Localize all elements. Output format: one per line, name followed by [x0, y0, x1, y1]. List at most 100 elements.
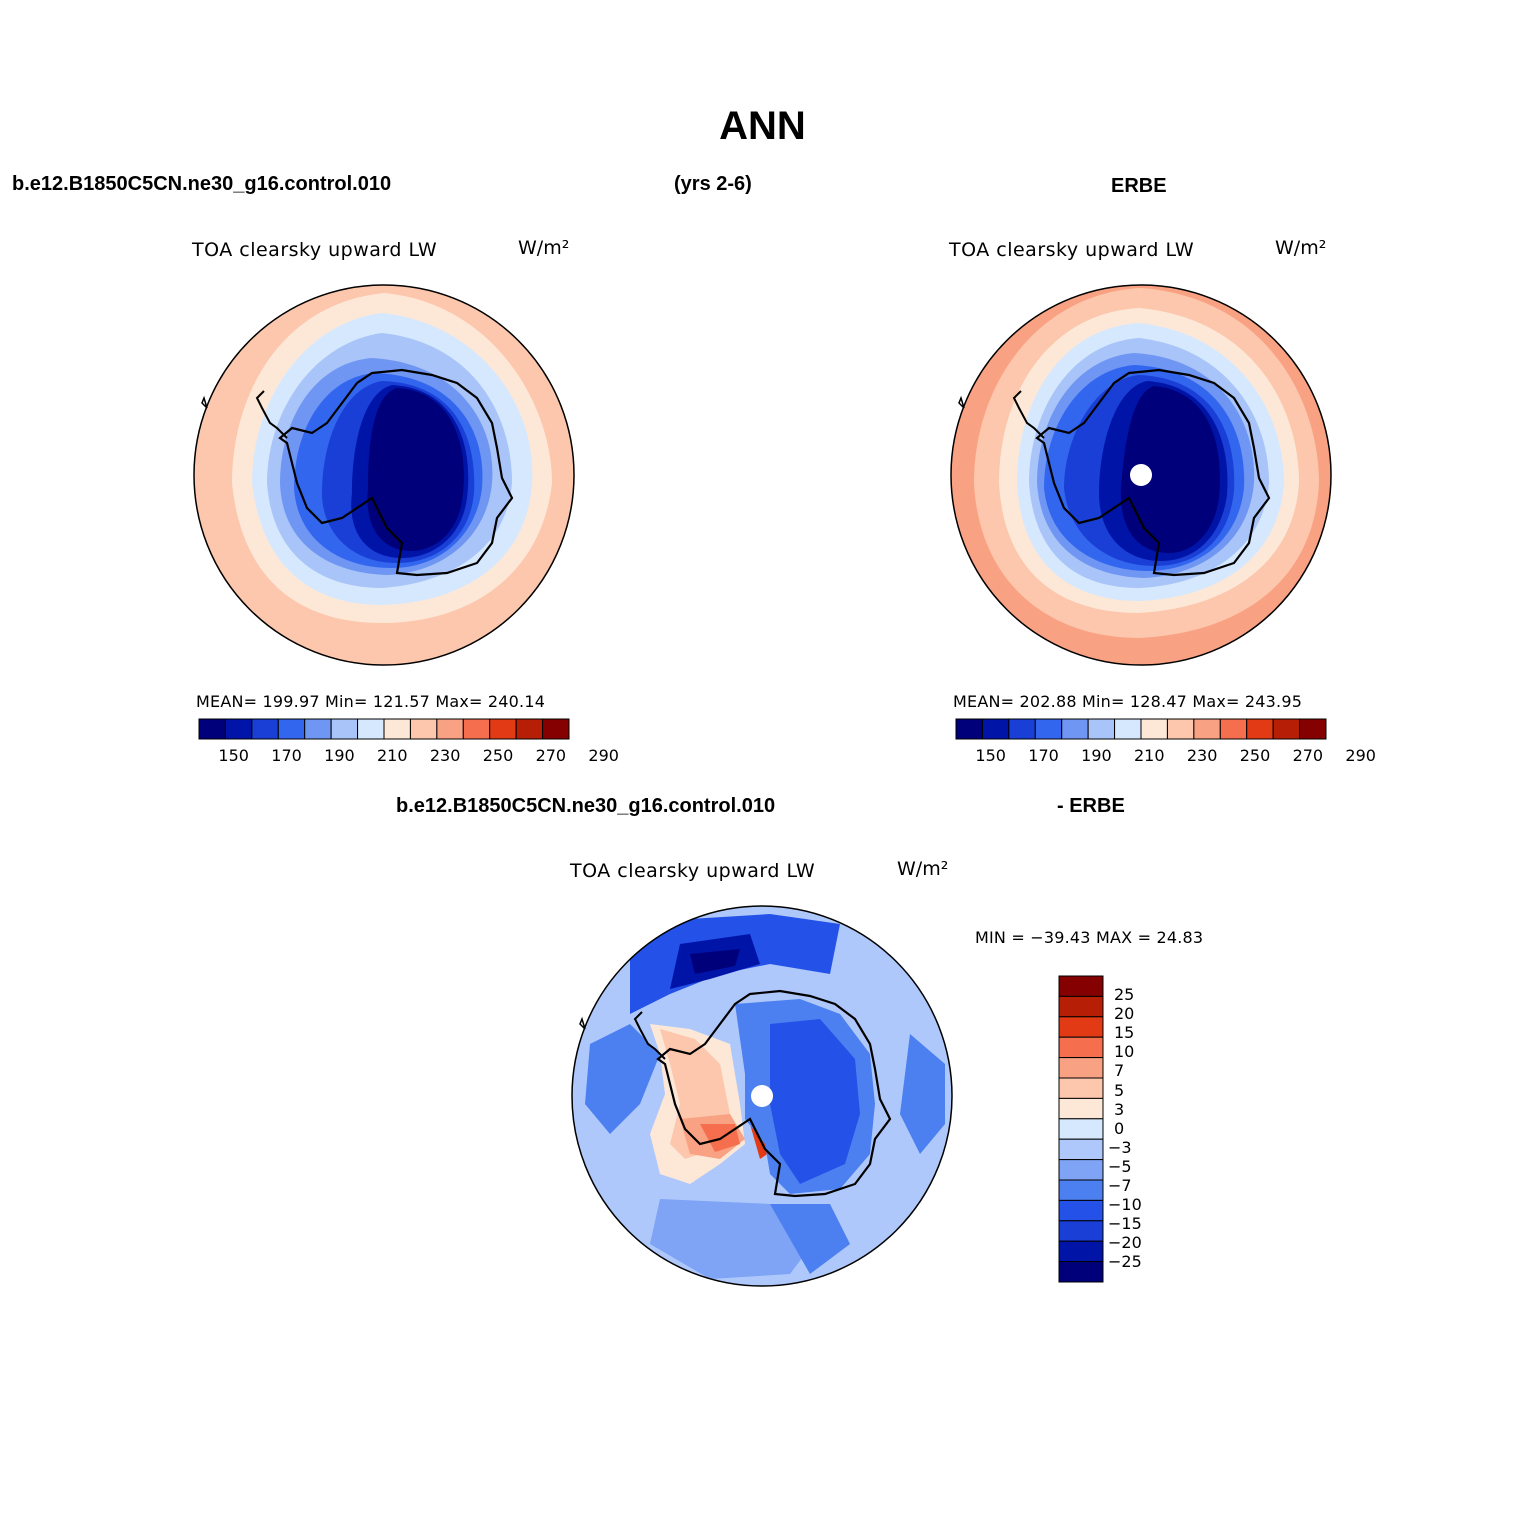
- pole-missing-data: [751, 1085, 773, 1107]
- model-units: W/m²: [518, 237, 570, 259]
- colorbar-swatch: [1058, 1118, 1104, 1140]
- diff-cold-interior-mid: [770, 1019, 860, 1184]
- diff-case-name-label: b.e12.B1850C5CN.ne30_g16.control.010: [396, 795, 776, 817]
- model-plot-title: TOA clearsky upward LW: [192, 239, 438, 261]
- colorbar-swatch: [1058, 975, 1104, 997]
- obs-polar-map: [950, 284, 1332, 666]
- colorbar-swatch: [1058, 1159, 1104, 1181]
- case-name-label: b.e12.B1850C5CN.ne30_g16.control.010: [12, 173, 392, 195]
- colorbar-tick-label: 170: [1028, 746, 1059, 765]
- colorbar-swatch: [357, 718, 385, 740]
- antarctic-peninsula: [1012, 390, 1045, 439]
- colorbar-tick-label: −15: [1108, 1214, 1142, 1234]
- colorbar-swatch: [981, 718, 1010, 740]
- obs-plot-title: TOA clearsky upward LW: [949, 239, 1195, 261]
- colorbar-swatch: [1061, 718, 1089, 740]
- model-stats: MEAN= 199.97 Min= 121.57 Max= 240.14: [196, 692, 546, 711]
- colorbar-swatch: [1058, 1220, 1104, 1242]
- band-140: [367, 388, 464, 551]
- colorbar-swatch: [1058, 1199, 1104, 1222]
- colorbar-swatch: [436, 718, 464, 740]
- diff-blob-north-min: [690, 949, 740, 974]
- colorbar-tick-label: 270: [535, 746, 567, 765]
- colorbar-tick-label: 270: [1292, 746, 1324, 765]
- colorbar-tick-label: 0: [1114, 1118, 1125, 1138]
- colorbar-swatch: [1058, 1261, 1104, 1283]
- diff-plot-title: TOA clearsky upward LW: [570, 860, 816, 882]
- colorbar-tick-label: 290: [1345, 746, 1376, 765]
- obs-name-label: ERBE: [1111, 175, 1167, 197]
- antarctica-coastline: [1035, 368, 1271, 577]
- diff-cold-south-core: [770, 1204, 850, 1274]
- colorbar-swatch: [1058, 1016, 1104, 1038]
- colorbar-swatch: [1058, 1138, 1104, 1161]
- antarctic-peninsula: [255, 390, 288, 439]
- diff-blob-west: [585, 1024, 660, 1134]
- colorbar-swatch: [1299, 718, 1327, 740]
- colorbar-tick-label: 150: [218, 746, 249, 765]
- model-polar-map: [193, 284, 575, 666]
- colorbar-swatch: [1034, 718, 1063, 740]
- colorbar-swatch: [1058, 1240, 1104, 1263]
- colorbar-swatch: [462, 718, 491, 740]
- map-border: [193, 284, 575, 666]
- colorbar-swatch: [515, 718, 544, 740]
- colorbar-tick-label: 210: [377, 746, 408, 765]
- colorbar-tick-label: −3: [1108, 1137, 1132, 1157]
- south-america-tip: [201, 395, 208, 409]
- colorbar-swatch: [1058, 995, 1104, 1018]
- colorbar-swatch: [409, 718, 438, 740]
- colorbar-tick-label: 210: [1134, 746, 1165, 765]
- map-border: [950, 284, 1332, 666]
- colorbar-tick-label: 230: [429, 746, 461, 765]
- colorbar-swatch: [330, 718, 359, 740]
- diff-blob-east: [900, 1034, 945, 1154]
- colorbar-swatch: [383, 718, 411, 740]
- colorbar-tick-label: 190: [324, 746, 355, 765]
- colorbar-swatch: [251, 718, 279, 740]
- colorbar-swatch: [304, 718, 332, 740]
- colorbar-tick-label: 5: [1114, 1080, 1125, 1100]
- colorbar-tick-label: −5: [1108, 1156, 1132, 1176]
- antarctica-coastline: [278, 368, 514, 577]
- colorbar-swatch: [1114, 718, 1142, 740]
- colorbar-tick-label: 10: [1114, 1042, 1135, 1062]
- colorbar-tick-label: 20: [1114, 1004, 1135, 1024]
- colorbar-swatch: [1058, 1097, 1104, 1120]
- obs-stats: MEAN= 202.88 Min= 128.47 Max= 243.95: [953, 692, 1303, 711]
- model-colorbar: [198, 718, 570, 740]
- colorbar-swatch: [955, 718, 983, 740]
- colorbar-tick-label: 290: [588, 746, 619, 765]
- colorbar-tick-label: 190: [1081, 746, 1112, 765]
- diff-cold-south: [650, 1199, 820, 1279]
- diff-stats: MIN = −39.43 MAX = 24.83: [975, 928, 1204, 947]
- colorbar-tick-label: 7: [1114, 1061, 1125, 1081]
- colorbar-swatch: [1058, 1036, 1104, 1059]
- antarctic-peninsula: [633, 1011, 666, 1060]
- colorbar-tick-label: 230: [1186, 746, 1218, 765]
- colorbar-swatch: [1140, 718, 1168, 740]
- south-america-tip: [579, 1016, 586, 1030]
- obs-units: W/m²: [1275, 237, 1327, 259]
- colorbar-tick-label: 150: [975, 746, 1006, 765]
- pole-missing-data: [1130, 464, 1152, 486]
- colorbar-swatch: [542, 718, 570, 740]
- colorbar-swatch: [1058, 1057, 1104, 1079]
- south-america-tip: [958, 395, 965, 409]
- colorbar-tick-label: 250: [1239, 746, 1271, 765]
- colorbar-swatch: [1008, 718, 1036, 740]
- diff-units: W/m²: [897, 858, 949, 880]
- colorbar-swatch: [489, 718, 517, 740]
- colorbar-swatch: [1058, 1077, 1104, 1099]
- colorbar-swatch: [1058, 1179, 1104, 1201]
- colorbar-tick-label: −7: [1108, 1176, 1132, 1195]
- colorbar-swatch: [1219, 718, 1248, 740]
- band-140: [1120, 386, 1220, 553]
- obs-colorbar: [955, 718, 1327, 740]
- colorbar-tick-label: −25: [1108, 1252, 1142, 1272]
- colorbar-tick-label: −10: [1108, 1195, 1142, 1215]
- diff-obs-name-label: - ERBE: [1057, 795, 1125, 817]
- colorbar-tick-label: 250: [482, 746, 514, 765]
- colorbar-tick-label: 25: [1114, 985, 1135, 1004]
- colorbar-tick-label: 170: [271, 746, 302, 765]
